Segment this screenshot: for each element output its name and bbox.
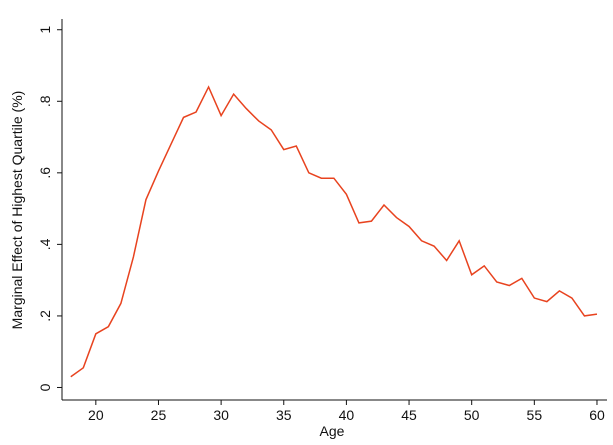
y-tick-label: .6 [37, 167, 53, 179]
y-tick-label: .4 [37, 238, 53, 250]
y-tick-label: 0 [37, 383, 53, 391]
y-axis-label: Marginal Effect of Highest Quartile (%) [9, 91, 25, 330]
y-tick-label: 1 [37, 26, 53, 34]
data-line [70, 85, 598, 378]
x-axis-label: Age [320, 423, 345, 439]
x-tick-label: 35 [276, 407, 292, 423]
x-tick-label: 45 [401, 407, 417, 423]
x-tick-label: 60 [589, 407, 605, 423]
x-tick-label: 25 [151, 407, 167, 423]
x-tick-label: 55 [527, 407, 543, 423]
x-tick-label: 40 [339, 407, 355, 423]
x-tick-label: 50 [464, 407, 480, 423]
x-tick-label: 20 [88, 407, 104, 423]
x-tick-label: 30 [213, 407, 229, 423]
y-tick-label: .2 [37, 310, 53, 322]
y-tick-label: .8 [37, 95, 53, 107]
